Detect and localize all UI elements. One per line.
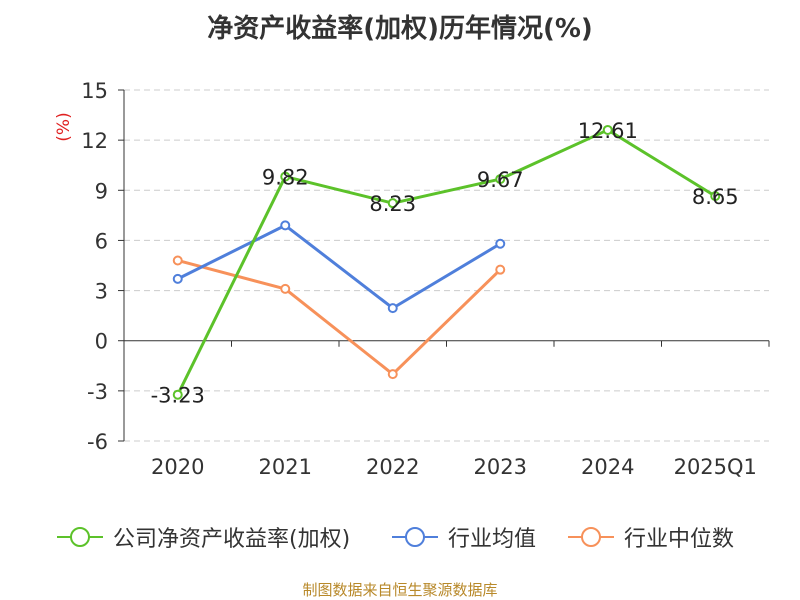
legend-item-industry-median[interactable]: 行业中位数 bbox=[566, 522, 734, 552]
data-label: 8.23 bbox=[369, 192, 416, 216]
y-tick-label: 9 bbox=[95, 179, 108, 203]
legend-label-company: 公司净资产收益率(加权) bbox=[113, 527, 351, 552]
series-point bbox=[387, 369, 398, 380]
series-point bbox=[387, 303, 398, 314]
source-note: 制图数据来自恒生聚源数据库 bbox=[302, 581, 498, 599]
series-line bbox=[177, 223, 502, 310]
data-label: 9.67 bbox=[477, 168, 524, 192]
series-point bbox=[172, 273, 183, 284]
x-tick-label: 2022 bbox=[366, 455, 419, 479]
x-tick-label: 2024 bbox=[581, 455, 634, 479]
x-tick-label: 2025Q1 bbox=[674, 455, 757, 479]
y-tick-label: -6 bbox=[87, 430, 108, 454]
legend-marker-company bbox=[57, 527, 103, 547]
y-axis-label: (%) bbox=[54, 112, 74, 141]
series-line bbox=[177, 259, 502, 376]
series-point bbox=[172, 255, 183, 266]
data-label: -3.23 bbox=[151, 384, 205, 408]
series-point bbox=[602, 124, 613, 135]
chart-title: 净资产收益率(加权)历年情况(%) bbox=[207, 14, 593, 44]
x-tick-label: 2021 bbox=[259, 455, 312, 479]
data-label: 12.61 bbox=[578, 119, 638, 143]
data-label: 8.65 bbox=[692, 185, 739, 209]
y-tick-label: 0 bbox=[95, 330, 108, 354]
y-tick-label: 15 bbox=[81, 79, 108, 103]
x-tick-label: 2023 bbox=[474, 455, 527, 479]
legend-marker-industry-mean bbox=[392, 527, 438, 547]
y-tick-label: 3 bbox=[95, 280, 108, 304]
series-point bbox=[280, 283, 291, 294]
legend-label-industry-median: 行业中位数 bbox=[624, 527, 735, 552]
series-point bbox=[495, 174, 506, 185]
series-line bbox=[176, 128, 717, 396]
y-tick-label: 6 bbox=[95, 229, 108, 253]
series-point bbox=[280, 171, 291, 182]
series-point bbox=[495, 238, 506, 249]
series-point bbox=[495, 264, 506, 275]
legend-item-industry-mean[interactable]: 行业均值 bbox=[390, 522, 536, 552]
legend-label-industry-mean: 行业均值 bbox=[448, 527, 537, 552]
legend-item-company[interactable]: 公司净资产收益率(加权) bbox=[55, 522, 350, 552]
x-tick-label: 2020 bbox=[151, 455, 204, 479]
series-point bbox=[280, 220, 291, 231]
legend-marker-industry-median bbox=[568, 527, 614, 547]
y-tick-label: -3 bbox=[87, 380, 108, 404]
data-label: 9.82 bbox=[262, 166, 309, 190]
series-point bbox=[710, 191, 721, 202]
series-point bbox=[387, 198, 398, 209]
series-point bbox=[172, 389, 183, 400]
y-tick-label: 12 bbox=[81, 129, 108, 153]
